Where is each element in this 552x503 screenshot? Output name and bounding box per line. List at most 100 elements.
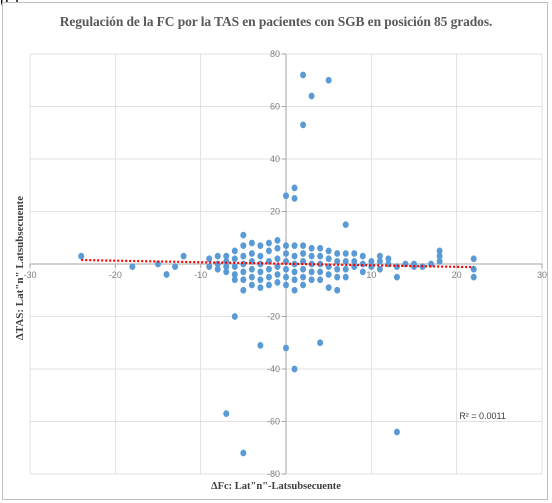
data-point xyxy=(248,265,255,273)
data-point xyxy=(283,265,289,273)
data-point xyxy=(172,263,179,271)
data-point xyxy=(470,265,477,273)
data-point xyxy=(325,76,332,84)
data-point xyxy=(393,428,400,436)
data-point xyxy=(291,286,298,294)
data-point xyxy=(274,278,281,286)
data-point xyxy=(231,263,238,271)
data-point xyxy=(240,268,247,276)
data-point xyxy=(291,276,298,284)
data-point xyxy=(274,244,281,252)
data-point xyxy=(351,263,358,271)
data-point xyxy=(300,281,307,289)
data-point xyxy=(470,255,477,263)
data-point xyxy=(265,273,272,281)
data-point xyxy=(274,255,281,263)
chart-title: Regulación de la FC por la TAS en pacien… xyxy=(59,14,493,29)
data-point xyxy=(265,265,272,273)
data-point xyxy=(351,250,358,257)
data-point xyxy=(231,247,238,255)
data-point xyxy=(206,263,213,271)
data-point xyxy=(334,273,341,281)
data-point xyxy=(223,263,230,271)
data-point xyxy=(155,260,161,268)
data-point xyxy=(368,257,375,265)
data-point xyxy=(325,271,332,278)
x-tick-label: 20 xyxy=(452,270,462,280)
data-point xyxy=(436,257,443,265)
x-tick-label: -10 xyxy=(194,270,207,280)
data-point xyxy=(248,281,255,289)
y-tick-label: -80 xyxy=(267,469,280,479)
y-tick-label: 60 xyxy=(270,102,280,112)
data-point xyxy=(393,273,400,281)
x-tick-label: 10 xyxy=(366,270,376,280)
data-point xyxy=(283,242,289,250)
data-point xyxy=(248,273,255,281)
data-point xyxy=(257,242,264,250)
data-point xyxy=(78,252,85,260)
data-point xyxy=(308,260,315,268)
data-point xyxy=(291,252,298,260)
data-point xyxy=(283,257,289,265)
data-point xyxy=(240,286,247,294)
x-tick-label: 30 xyxy=(537,270,547,280)
data-point xyxy=(342,265,349,273)
data-point xyxy=(231,271,238,278)
data-point xyxy=(231,313,238,320)
y-tick-label: 40 xyxy=(270,154,280,164)
data-point xyxy=(325,247,332,255)
data-point xyxy=(359,252,366,260)
y-tick-label: 80 xyxy=(270,49,280,59)
data-point xyxy=(223,410,230,418)
y-tick-label: 20 xyxy=(270,207,280,217)
data-point xyxy=(308,268,315,276)
data-point xyxy=(274,263,281,271)
data-point xyxy=(240,242,247,250)
data-point xyxy=(342,250,349,257)
data-point xyxy=(248,239,255,247)
data-point xyxy=(325,284,332,292)
data-point xyxy=(240,231,247,239)
data-point xyxy=(436,252,443,260)
data-point xyxy=(334,250,341,257)
data-point xyxy=(231,255,238,263)
data-point xyxy=(129,263,136,271)
data-point xyxy=(300,242,307,250)
data-point xyxy=(317,244,324,252)
data-point xyxy=(214,260,221,268)
data-point xyxy=(206,255,213,263)
data-point xyxy=(376,265,383,273)
data-point xyxy=(265,281,272,289)
data-point xyxy=(300,121,307,129)
data-point xyxy=(342,273,349,281)
x-tick-label: -30 xyxy=(23,270,36,280)
data-point xyxy=(308,92,315,100)
data-point xyxy=(291,194,298,202)
data-point xyxy=(257,276,264,284)
data-point xyxy=(240,449,247,457)
y-tick-label: -20 xyxy=(267,312,280,322)
data-point xyxy=(291,242,298,250)
data-point xyxy=(283,192,289,200)
data-point xyxy=(308,252,315,260)
data-point xyxy=(265,239,272,247)
data-point xyxy=(342,257,349,265)
data-point xyxy=(376,257,383,265)
data-point xyxy=(257,341,264,349)
data-point xyxy=(317,339,324,347)
x-axis-title: ΔFc: Lat"n"-Latsubsecuente xyxy=(211,481,341,492)
data-point xyxy=(334,286,341,294)
data-point xyxy=(334,257,341,265)
data-point xyxy=(308,276,315,284)
data-point xyxy=(317,260,324,268)
data-point xyxy=(317,252,324,260)
data-point xyxy=(342,221,349,229)
data-point xyxy=(359,260,366,268)
data-point xyxy=(283,273,289,281)
data-point xyxy=(376,252,383,260)
trendline xyxy=(81,258,474,269)
data-point xyxy=(325,255,332,263)
data-point xyxy=(300,273,307,281)
